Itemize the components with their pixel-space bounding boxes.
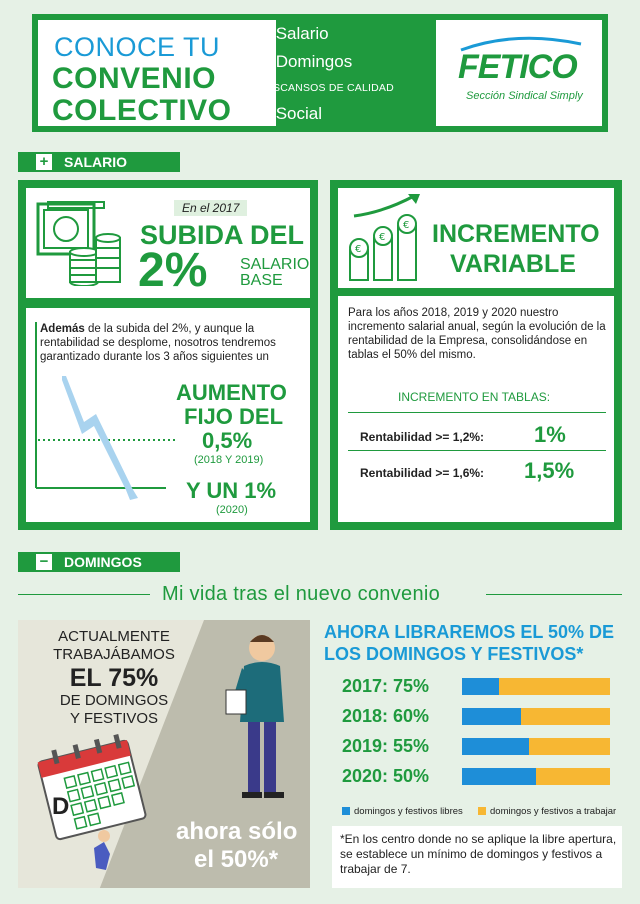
fetico-logo: FETICO	[458, 48, 578, 86]
incremento-description: Para los años 2018, 2019 y 2020 nuestro …	[348, 307, 606, 361]
tablas-row-2-label: Rentabilidad >= 1,6%:	[360, 466, 485, 480]
description-rest: de la subida del 2%, y aunque la rentabi…	[40, 323, 276, 363]
divider	[348, 450, 606, 451]
header-item-social: + Social	[258, 102, 322, 125]
ahora-percent-label: el 50%*	[194, 846, 279, 873]
ahora-title-line-2: LOS DOMINGOS Y FESTIVOS*	[324, 644, 584, 664]
section-label: SALARIO	[64, 154, 127, 170]
legend-label: domingos y festivos libres	[354, 806, 463, 817]
bar-libres	[462, 738, 529, 755]
y-un-heading: Y UN 1%	[186, 478, 277, 503]
aumento-description: Además de la subida del 2%, y aunque la …	[40, 322, 302, 364]
legend-swatch-libres	[342, 807, 350, 816]
y-festivos-label: Y FESTIVOS	[69, 710, 159, 727]
variable-heading: VARIABLE	[450, 250, 576, 278]
footnote-box: *En los centro donde no se aplique la li…	[332, 826, 622, 888]
calendar-icon: D	[37, 733, 147, 870]
tablas-row-2-value: 1,5%	[524, 458, 575, 483]
tablas-row-1-label: Rentabilidad >= 1,2%:	[360, 430, 485, 444]
incremento-box: € € € INCREMENTO VARIABLE	[338, 188, 614, 288]
incremento-heading: INCREMENTO	[432, 220, 600, 248]
fetico-logo-box: FETICO Sección Sindical Simply	[436, 20, 602, 126]
header-item-domingos: − Domingos	[258, 50, 352, 73]
aumento-heading: AUMENTO	[176, 380, 287, 405]
trend-graph-icon	[35, 322, 176, 500]
svg-text:€: €	[355, 244, 361, 255]
plus-icon: +	[258, 22, 270, 44]
trabajabamos-label: TRABAJÁBAMOS	[53, 646, 175, 663]
subida-heading: SUBIDA DEL	[140, 220, 305, 250]
aumento-years: (2018 Y 2019)	[194, 454, 264, 466]
bar-libres	[462, 678, 499, 695]
subtitle-bg	[150, 582, 486, 608]
title-line-3: COLECTIVO	[52, 94, 232, 127]
footnote-text: *En los centro donde no se aplique la li…	[340, 832, 617, 876]
header-item-descansos: DESCANSOS DE CALIDAD	[258, 82, 394, 94]
divider	[348, 412, 606, 413]
actualmente-label: ACTUALMENTE	[58, 628, 170, 645]
salario-label: SALARIO	[240, 256, 310, 273]
description-bold: Además	[40, 323, 85, 335]
header-item-salario: + Salario	[258, 22, 329, 45]
bar-label: 2017: 75%	[342, 676, 430, 696]
aumento-box: Además de la subida del 2%, y aunque la …	[26, 308, 310, 522]
money-coins-icon	[36, 201, 121, 286]
plus-icon: +	[36, 154, 52, 170]
fetico-logo-subtitle: Sección Sindical Simply	[466, 90, 583, 102]
svg-text:€: €	[379, 232, 385, 243]
incremento-details-box: Para los años 2018, 2019 y 2020 nuestro …	[338, 296, 614, 522]
svg-text:€: €	[403, 220, 409, 231]
legend-swatch-trabajar	[478, 807, 486, 816]
legend-libres: domingos y festivos libres	[342, 806, 463, 817]
tablas-title: INCREMENTO EN TABLAS:	[398, 390, 551, 404]
title-line-1: CONOCE TU	[54, 32, 221, 62]
person-figure-icon	[225, 635, 284, 798]
aumento-value: 0,5%	[202, 428, 253, 453]
bar-libres	[462, 768, 536, 785]
minus-icon: −	[36, 554, 52, 570]
section-bar-domingos: − DOMINGOS	[18, 552, 180, 572]
domingos-illustration-panel: ACTUALMENTE TRABAJÁBAMOS EL 75% DE DOMIN…	[18, 620, 310, 888]
fijo-del-heading: FIJO DEL	[184, 404, 284, 429]
bar-libres	[462, 708, 521, 725]
minus-icon: −	[258, 50, 270, 72]
domingos-subtitle: Mi vida tras el nuevo convenio	[162, 583, 441, 605]
subida-box: En el 2017 SUBIDA DEL 2% SALARIO BASE	[26, 188, 310, 298]
title-line-2: CONVENIO	[52, 62, 217, 95]
header-banner: CONOCE TU CONVENIO COLECTIVO + Salario − D…	[32, 14, 608, 132]
y-un-year: (2020)	[216, 504, 248, 516]
logo-swoosh-icon	[460, 36, 582, 52]
bar-trabajar	[462, 738, 610, 755]
tablas-row-1-value: 1%	[534, 422, 566, 447]
section-label: DOMINGOS	[64, 554, 142, 570]
legend-trabajar: domingos y festivos a trabajar	[478, 806, 616, 817]
header-title-box: CONOCE TU CONVENIO COLECTIVO	[38, 20, 276, 127]
legend-label: domingos y festivos a trabajar	[490, 806, 617, 817]
euro-growth-icon: € € €	[349, 194, 420, 281]
bar-label: 2020: 50%	[342, 766, 430, 786]
section-bar-salario: + SALARIO	[18, 152, 180, 172]
bar-trabajar	[462, 678, 610, 695]
ahora-title-line-1: AHORA LIBRAREMOS EL 50% DE	[324, 622, 615, 642]
plus-icon: +	[258, 102, 270, 124]
year-tag: En el 2017	[174, 200, 248, 216]
bar-trabajar	[462, 708, 610, 725]
bar-trabajar	[462, 768, 610, 785]
header-item-label: Social	[275, 104, 322, 123]
actual-percent: EL 75%	[69, 664, 159, 692]
subida-percent: 2%	[138, 244, 208, 297]
de-domingos-label: DE DOMINGOS	[59, 692, 169, 709]
base-label: BASE	[240, 272, 283, 289]
bar-label: 2019: 55%	[342, 736, 430, 756]
header-item-label: Salario	[275, 24, 329, 43]
calendar-letter: D	[52, 793, 69, 820]
header-item-label: Domingos	[275, 52, 353, 71]
bar-label: 2018: 60%	[342, 706, 430, 726]
ahora-solo-label: ahora sólo	[176, 818, 298, 845]
